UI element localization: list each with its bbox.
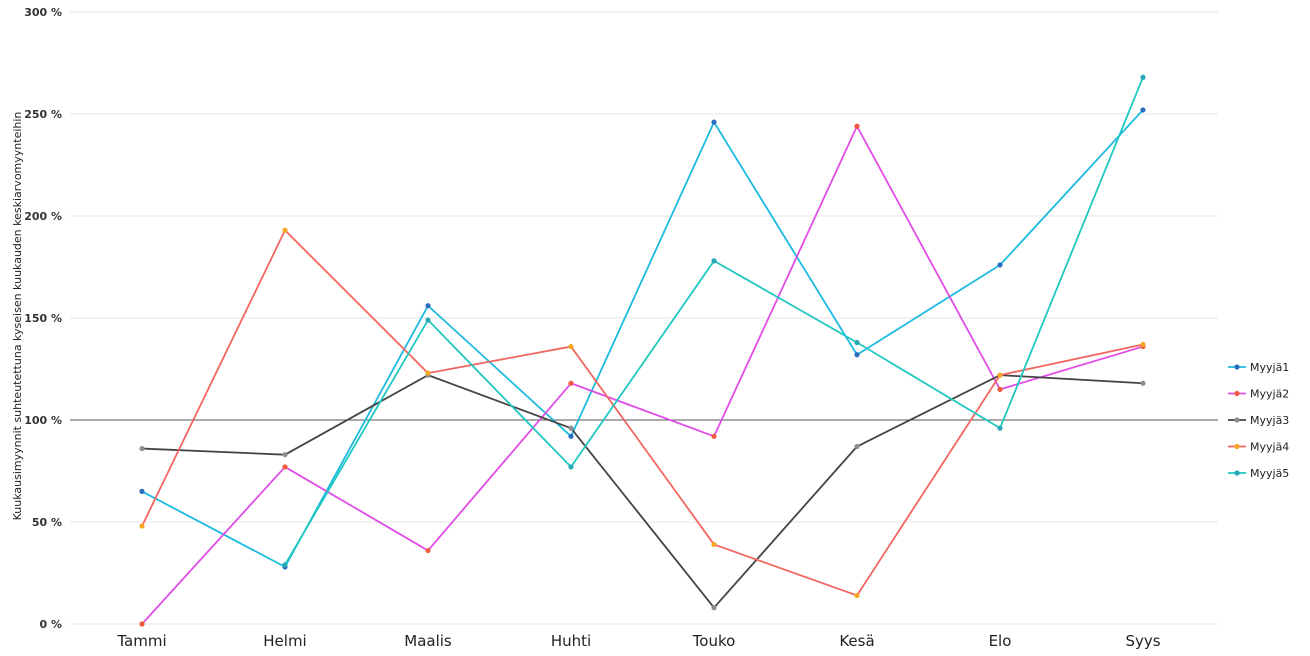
data-point [711,541,717,548]
x-axis-ticks: Tammi Helmi Maalis Huhti Touko Kesä Elo Syys [116,632,1160,650]
data-point [282,227,288,233]
x-tick-label: Helmi [263,632,306,650]
x-tick-label: Maalis [404,632,452,650]
legend-marker [1234,417,1240,423]
y-tick-label: 300 % [24,6,62,19]
series-myyjä4 [139,227,1146,599]
data-point [711,258,717,264]
data-point [711,605,717,611]
data-point [854,339,860,346]
data-point [1140,107,1146,113]
data-point [139,445,145,452]
data-point [568,433,574,439]
legend-label: Myyjä5 [1250,467,1289,480]
data-point [711,119,717,125]
data-point [568,380,574,386]
legend-marker [1234,470,1240,476]
data-point [282,452,288,458]
legend-label: Myyjä2 [1250,388,1289,401]
data-point [139,621,145,627]
legend-label: Myyjä1 [1250,361,1289,374]
legend-marker [1234,364,1240,370]
data-point [568,343,574,350]
data-point [139,523,145,529]
x-tick-label: Tammi [116,632,166,650]
data-point [425,547,431,554]
y-tick-label: 100 % [24,414,62,427]
y-axis-label: Kuukausimyynnit suhteutettuna kyseisen k… [11,112,24,521]
x-tick-label: Kesä [839,632,874,650]
data-point [854,592,860,599]
legend-marker [1234,390,1240,397]
legend-label: Myyjä3 [1250,414,1289,427]
data-point [1140,74,1146,80]
data-point [997,425,1003,431]
legend[interactable]: Myyjä1 Myyjä2 Myyjä3 Myyjä4 Myyjä5 [1228,361,1289,480]
data-point [997,372,1003,378]
series-myyjä3 [139,372,1146,611]
legend-item[interactable]: Myyjä1 [1228,361,1289,374]
x-tick-label: Huhti [551,632,591,650]
data-point [425,303,431,309]
data-point [854,352,860,358]
data-point [425,317,431,323]
series-myyjä1 [139,107,1146,570]
y-axis-ticks: 0 % 50 % 100 % 150 % 200 % 250 % 300 % [24,6,62,631]
legend-label: Myyjä4 [1250,441,1289,454]
series-lines [139,74,1146,627]
y-tick-label: 200 % [24,210,62,223]
series-myyjä5 [282,74,1146,568]
data-point [1140,341,1146,348]
x-tick-label: Touko [692,632,736,650]
y-tick-label: 0 % [39,618,62,631]
data-point [282,464,288,470]
series-line [141,125,1144,625]
data-point [854,443,860,450]
y-tick-label: 250 % [24,108,62,121]
legend-item[interactable]: Myyjä4 [1228,441,1289,454]
y-tick-label: 50 % [32,516,62,529]
data-point [568,464,574,470]
data-point [1140,380,1146,386]
series-line [141,109,1144,568]
series-myyjä2 [139,123,1146,627]
x-tick-label: Elo [989,632,1012,650]
data-point [425,370,431,376]
data-point [997,386,1003,392]
x-tick-label: Syys [1125,632,1160,650]
data-point [997,262,1003,268]
legend-marker [1234,443,1240,450]
series-line [141,229,1144,597]
y-tick-label: 150 % [24,312,62,325]
data-point [568,425,574,431]
legend-item[interactable]: Myyjä5 [1228,467,1289,480]
data-point [711,433,717,439]
legend-item[interactable]: Myyjä3 [1228,414,1289,427]
data-point [139,488,145,494]
series-line [141,374,1144,609]
data-point [282,562,288,568]
series-line [284,76,1144,566]
data-point [854,123,860,129]
legend-item[interactable]: Myyjä2 [1228,388,1289,401]
